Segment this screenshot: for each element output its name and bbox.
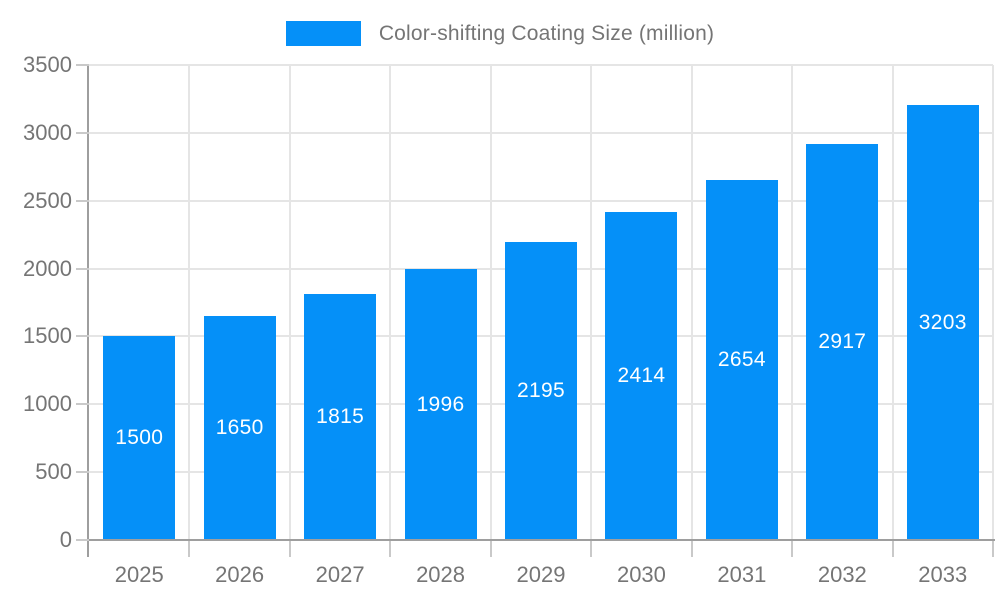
legend[interactable]: Color-shifting Coating Size (million) (0, 21, 1000, 46)
x-tick (690, 541, 693, 557)
y-tick-label: 2000 (23, 255, 72, 281)
x-tick (288, 541, 291, 557)
plot-area: 1500 1650 1815 1996 2195 2414 2654 2917 3203 (89, 64, 994, 540)
y-tick-label: 1500 (23, 323, 72, 349)
y-tick-label: 3500 (23, 52, 72, 77)
x-tick-label: 2027 (315, 562, 365, 587)
bar-value-label: 2654 (717, 347, 766, 371)
bar-value-label: 1650 (215, 416, 264, 440)
y-tick (76, 64, 89, 66)
legend-swatch[interactable] (285, 21, 361, 46)
bar-value-label: 2414 (617, 364, 666, 388)
x-axis-line (87, 539, 995, 541)
y-tick (76, 131, 89, 134)
bar[interactable]: 1996 (404, 269, 477, 540)
y-axis-labels: 0 500 1000 1500 2000 2500 3000 3500 (0, 52, 72, 552)
bar[interactable]: 1650 (203, 316, 276, 540)
y-tick-label: 1000 (23, 391, 72, 417)
y-tick (76, 471, 89, 474)
y-tick-label: 2500 (23, 187, 72, 213)
x-tick-label: 2031 (717, 562, 767, 587)
x-gridline (992, 65, 994, 540)
x-tick (791, 541, 794, 557)
x-gridline (791, 65, 794, 540)
x-tick-label: 2026 (215, 562, 265, 587)
bar-value-label: 1996 (416, 392, 465, 416)
x-gridline (188, 65, 191, 540)
x-gridline (288, 65, 291, 540)
bar[interactable]: 1500 (103, 336, 176, 540)
bar-value-label: 2917 (818, 330, 867, 354)
x-tick (389, 541, 392, 557)
x-tick (188, 541, 191, 557)
bar[interactable]: 3203 (906, 105, 979, 540)
x-gridline (891, 65, 894, 540)
y-gridline (89, 131, 993, 134)
bar-value-label: 3203 (918, 310, 967, 334)
bar[interactable]: 2195 (505, 242, 577, 540)
x-tick (891, 541, 894, 557)
bar-value-label: 1500 (115, 426, 164, 450)
x-tick-label: 2025 (114, 562, 164, 587)
y-tick-label: 0 (59, 527, 72, 552)
bar[interactable]: 1815 (304, 293, 377, 540)
y-tick (76, 539, 89, 541)
y-gridline (89, 64, 993, 66)
y-gridline (89, 199, 993, 202)
y-tick-label: 3000 (23, 119, 72, 145)
y-tick (76, 403, 89, 406)
bar[interactable]: 2414 (605, 212, 678, 540)
x-tick-label: 2033 (918, 562, 968, 587)
x-gridline (690, 65, 693, 540)
y-tick (76, 199, 89, 202)
y-tick (76, 267, 89, 270)
y-tick (76, 335, 89, 338)
bar-value-label: 1815 (316, 404, 365, 428)
y-axis-line (87, 65, 89, 557)
bar-value-label: 2195 (517, 379, 565, 403)
x-tick-label: 2029 (516, 562, 566, 587)
x-tick-label: 2032 (817, 562, 867, 587)
x-tick-label: 2030 (616, 562, 666, 587)
x-tick (489, 541, 492, 557)
x-gridline (590, 65, 593, 540)
y-tick-label: 500 (35, 459, 72, 485)
bar[interactable]: 2917 (806, 144, 879, 540)
x-gridline (489, 65, 492, 540)
bar[interactable]: 2654 (705, 179, 778, 540)
x-gridline (389, 65, 392, 540)
x-tick-label: 2028 (416, 562, 466, 587)
x-tick (590, 541, 593, 557)
legend-label[interactable]: Color-shifting Coating Size (million) (378, 21, 715, 45)
x-axis-labels: 2025 2026 2027 2028 2029 2030 2031 2032 2033 (89, 540, 993, 600)
x-tick (992, 541, 994, 557)
